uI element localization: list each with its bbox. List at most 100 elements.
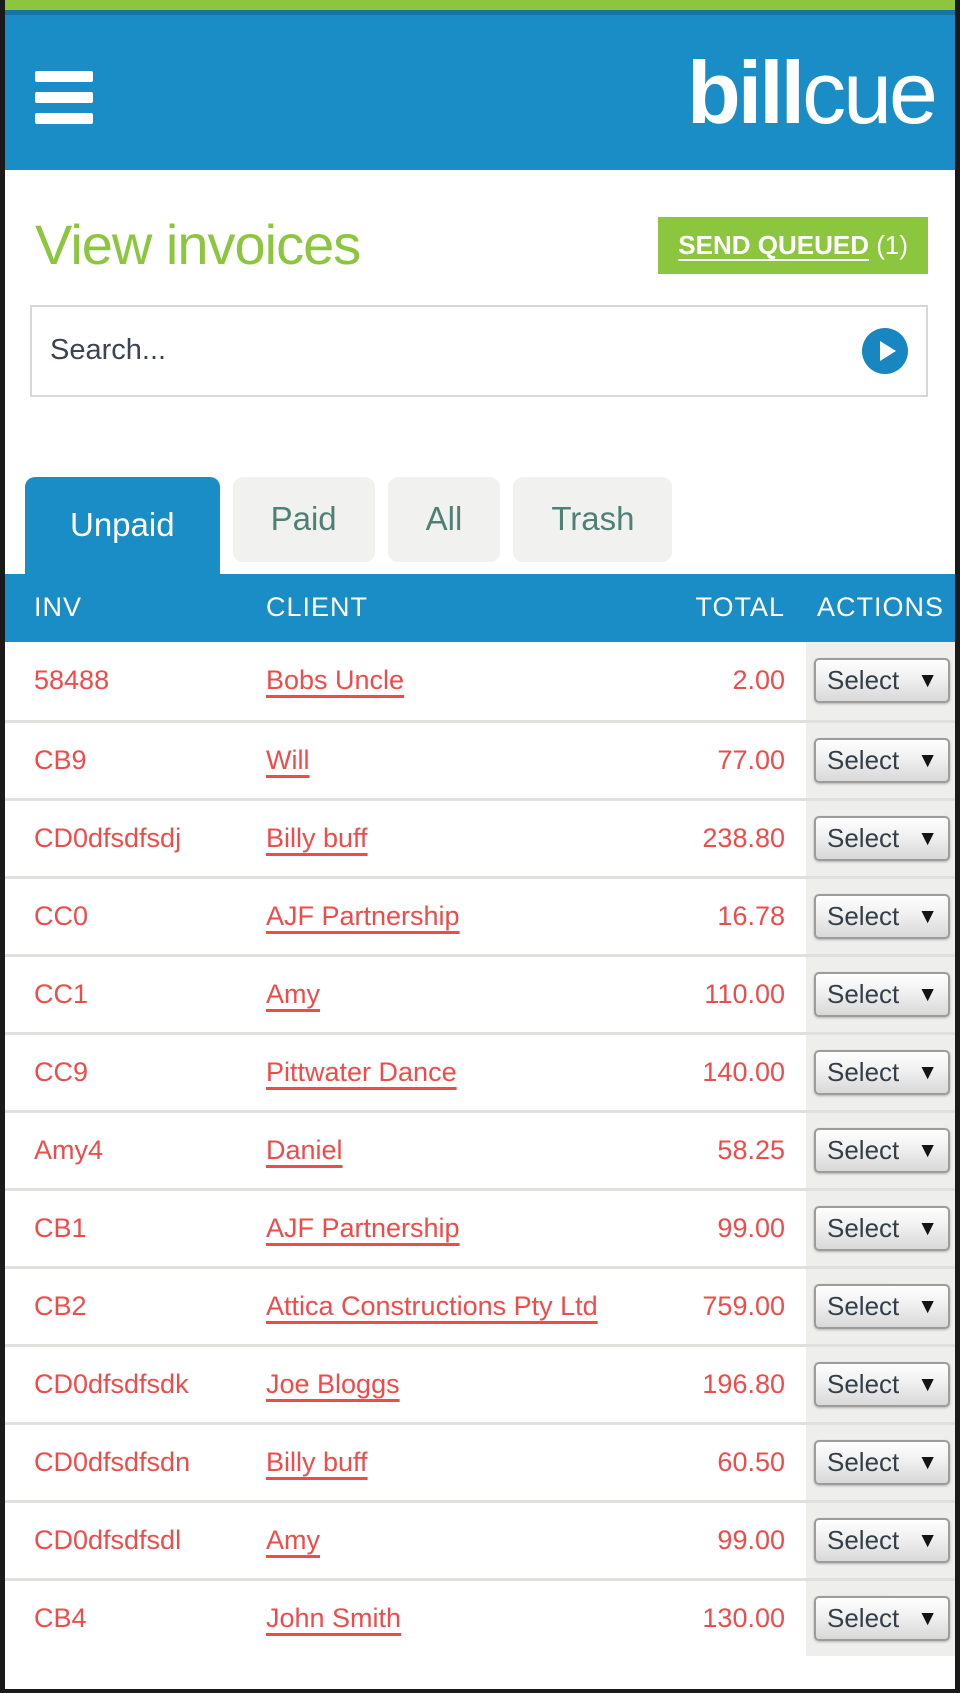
actions-select[interactable]: Select ▼ <box>814 1205 950 1251</box>
table-row: CB4 John Smith 130.00 Select ▼ <box>5 1577 955 1656</box>
client-link[interactable]: Billy buff <box>266 822 368 853</box>
invoice-number: Amy4 <box>34 1134 104 1165</box>
client-link[interactable]: Joe Bloggs <box>266 1368 400 1399</box>
client-link[interactable]: AJF Partnership <box>266 900 460 931</box>
invoice-total: 99.00 <box>717 1212 785 1243</box>
select-label: Select <box>827 1602 900 1633</box>
search-submit-button[interactable] <box>862 327 908 374</box>
caret-down-icon: ▼ <box>917 1294 938 1318</box>
actions-select[interactable]: Select ▼ <box>814 1049 950 1095</box>
select-label: Select <box>827 744 900 775</box>
table-row: CD0dfsdfsdk Joe Bloggs 196.80 Select ▼ <box>5 1343 955 1422</box>
actions-select[interactable]: Select ▼ <box>814 1361 950 1407</box>
actions-select[interactable]: Select ▼ <box>814 658 950 704</box>
table-row: CC9 Pittwater Dance 140.00 Select ▼ <box>5 1031 955 1110</box>
table-row: CB9 Will 77.00 Select ▼ <box>5 719 955 798</box>
search-input[interactable] <box>50 334 862 368</box>
client-link[interactable]: Amy <box>266 1524 320 1555</box>
tab-bar: Unpaid Paid All Trash <box>5 476 955 574</box>
invoice-number: CD0dfsdfsdl <box>34 1524 182 1555</box>
invoice-number: CB9 <box>34 744 87 775</box>
send-queued-label: SEND QUEUED <box>678 229 869 260</box>
caret-down-icon: ▼ <box>917 904 938 928</box>
tab-trash[interactable]: Trash <box>513 476 673 562</box>
actions-select[interactable]: Select ▼ <box>814 893 950 939</box>
select-label: Select <box>827 822 900 853</box>
send-queued-button[interactable]: SEND QUEUED (1) <box>658 216 928 274</box>
invoice-total: 140.00 <box>702 1056 785 1087</box>
actions-cell: Select ▼ <box>806 1034 955 1110</box>
invoices-table: INV CLIENT TOTAL ACTIONS 58488 Bobs Uncl… <box>5 573 955 1656</box>
table-row: CC0 AJF Partnership 16.78 Select ▼ <box>5 875 955 954</box>
table-body: 58488 Bobs Uncle 2.00 Select ▼ CB9 Will … <box>5 641 955 1656</box>
column-header-total: TOTAL <box>695 592 785 623</box>
actions-cell: Select ▼ <box>806 1502 955 1578</box>
invoice-total: 77.00 <box>717 744 785 775</box>
table-row: CB1 AJF Partnership 99.00 Select ▼ <box>5 1187 955 1266</box>
actions-cell: Select ▼ <box>806 1346 955 1422</box>
hamburger-icon <box>35 71 93 82</box>
invoice-total: 2.00 <box>732 665 785 696</box>
select-label: Select <box>827 665 900 696</box>
caret-down-icon: ▼ <box>917 1372 938 1396</box>
invoice-total: 238.80 <box>702 822 785 853</box>
actions-cell: Select ▼ <box>806 1190 955 1266</box>
invoice-number: CB4 <box>34 1602 87 1633</box>
actions-select[interactable]: Select ▼ <box>814 1127 950 1173</box>
client-link[interactable]: Attica Constructions Pty Ltd <box>266 1290 598 1321</box>
client-link[interactable]: Bobs Uncle <box>266 665 405 696</box>
client-link[interactable]: Daniel <box>266 1134 343 1165</box>
tab-paid[interactable]: Paid <box>232 476 375 562</box>
actions-select[interactable]: Select ▼ <box>814 971 950 1017</box>
caret-down-icon: ▼ <box>917 1138 938 1162</box>
invoice-total: 58.25 <box>717 1134 785 1165</box>
tab-all[interactable]: All <box>387 476 501 562</box>
actions-select[interactable]: Select ▼ <box>814 1283 950 1329</box>
actions-select[interactable]: Select ▼ <box>814 1517 950 1563</box>
caret-down-icon: ▼ <box>917 748 938 772</box>
actions-cell: Select ▼ <box>806 641 955 720</box>
select-label: Select <box>827 1290 900 1321</box>
client-link[interactable]: Will <box>266 744 310 775</box>
invoice-number: CB2 <box>34 1290 87 1321</box>
client-link[interactable]: Amy <box>266 978 320 1009</box>
invoice-total: 196.80 <box>702 1368 785 1399</box>
caret-down-icon: ▼ <box>917 1528 938 1552</box>
billcue-logo: billcue <box>687 48 938 137</box>
actions-cell: Select ▼ <box>806 878 955 954</box>
client-link[interactable]: John Smith <box>266 1602 402 1633</box>
table-header: INV CLIENT TOTAL ACTIONS <box>5 573 955 642</box>
invoice-total: 99.00 <box>717 1524 785 1555</box>
caret-down-icon: ▼ <box>917 669 938 693</box>
invoice-number: CC0 <box>34 900 89 931</box>
actions-select[interactable]: Select ▼ <box>814 815 950 861</box>
tab-unpaid[interactable]: Unpaid <box>25 476 220 574</box>
top-accent-bar <box>5 0 955 10</box>
caret-down-icon: ▼ <box>917 1216 938 1240</box>
client-link[interactable]: Billy buff <box>266 1446 368 1477</box>
actions-select[interactable]: Select ▼ <box>814 737 950 783</box>
logo-text-light: cue <box>802 42 938 142</box>
caret-down-icon: ▼ <box>917 1606 938 1630</box>
app-page: billcue View invoices SEND QUEUED (1) Un… <box>5 0 955 1689</box>
actions-select[interactable]: Select ▼ <box>814 1595 950 1641</box>
menu-button[interactable] <box>35 71 93 124</box>
actions-cell: Select ▼ <box>806 722 955 798</box>
invoice-total: 110.00 <box>704 978 785 1009</box>
invoice-total: 130.00 <box>702 1602 785 1633</box>
actions-cell: Select ▼ <box>806 1112 955 1188</box>
invoice-total: 16.78 <box>717 900 785 931</box>
client-link[interactable]: AJF Partnership <box>266 1212 460 1243</box>
invoice-number: CD0dfsdfsdn <box>34 1446 191 1477</box>
table-row: CC1 Amy 110.00 Select ▼ <box>5 953 955 1032</box>
main-content: View invoices SEND QUEUED (1) UnpaidPaid… <box>5 215 955 1656</box>
actions-cell: Select ▼ <box>806 1424 955 1500</box>
title-row: View invoices SEND QUEUED (1) <box>5 215 955 275</box>
select-label: Select <box>827 1212 900 1243</box>
table-row: CB2 Attica Constructions Pty Ltd 759.00 … <box>5 1265 955 1344</box>
app-header: billcue <box>5 10 955 170</box>
table-row: CD0dfsdfsdl Amy 99.00 Select ▼ <box>5 1499 955 1578</box>
select-label: Select <box>827 1446 900 1477</box>
client-link[interactable]: Pittwater Dance <box>266 1056 457 1087</box>
actions-select[interactable]: Select ▼ <box>814 1439 950 1485</box>
